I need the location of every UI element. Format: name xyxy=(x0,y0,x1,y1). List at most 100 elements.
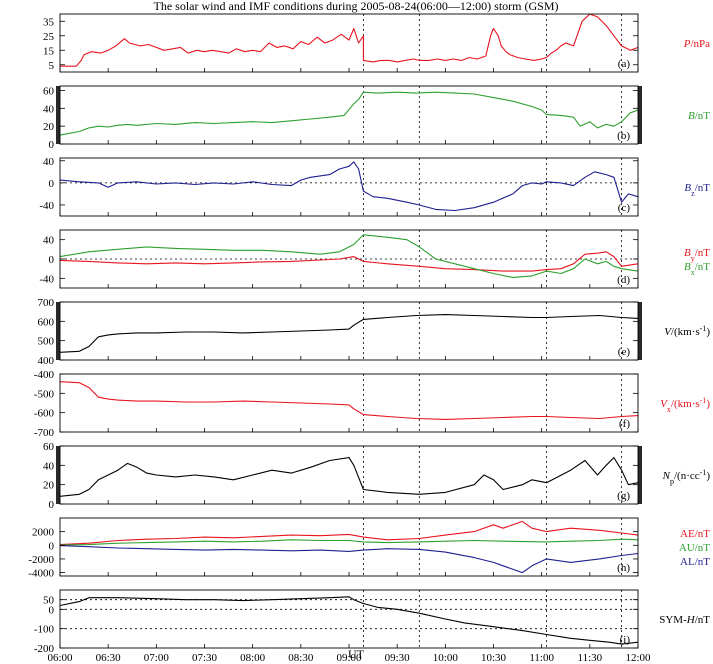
panel-label-0: Bz/nT xyxy=(684,182,710,198)
y-tick-label: 40 xyxy=(43,235,55,247)
panel-letter: (b) xyxy=(617,130,630,142)
y-tick-label: 400 xyxy=(38,355,55,367)
panel-letter: (f) xyxy=(619,418,630,430)
side-bar-left xyxy=(56,302,60,360)
panel-letter: (c) xyxy=(618,202,631,214)
panel-e: 400 500 600 700 (e) V/(km·s-1) xyxy=(38,297,711,367)
panel-letter: (i) xyxy=(620,634,631,646)
panel-letter: (d) xyxy=(617,274,630,286)
panel-label-1: AU/nT xyxy=(679,542,710,554)
x-tick-label: 11:30 xyxy=(578,652,603,664)
series-line-vx xyxy=(59,381,639,420)
series-line-b xyxy=(59,91,639,136)
side-bar-right xyxy=(638,86,642,144)
y-tick-label: 35 xyxy=(43,16,55,28)
y-tick-label: 20 xyxy=(43,480,55,492)
side-bar-right xyxy=(638,446,642,504)
panel-g: 0 20 40 60 (g) Np/(n·cc-1) xyxy=(43,441,710,511)
panel-label-0: V/(km·s-1) xyxy=(664,324,710,339)
panel-letter: (a) xyxy=(618,58,631,70)
panel-label-0: Np/(n·cc-1) xyxy=(662,468,711,486)
series-line-sym-h xyxy=(59,596,639,645)
side-bar-right xyxy=(638,302,642,360)
y-tick-label: -40 xyxy=(39,200,54,212)
x-tick-label: 12:00 xyxy=(625,652,651,664)
y-tick-label: 0 xyxy=(49,254,55,266)
panel-letter: (e) xyxy=(618,346,631,358)
y-tick-label: 2000 xyxy=(32,527,55,539)
y-tick-label: -2000 xyxy=(28,554,54,566)
x-tick-label: 07:30 xyxy=(192,652,218,664)
y-tick-label: 15 xyxy=(43,45,55,57)
panel-frame xyxy=(59,301,639,361)
panel-label-0: P/nPa xyxy=(683,38,710,50)
y-tick-label: 40 xyxy=(43,103,55,115)
y-tick-label: 0 xyxy=(49,604,55,616)
x-tick-label: 09:00 xyxy=(336,652,362,664)
panels: 5152535(a)P/nPa0204060(b)B/nT-40040(c)Bz… xyxy=(28,13,711,655)
side-bar-left xyxy=(56,446,60,504)
y-tick-label: -200 xyxy=(34,643,55,655)
y-tick-label: -40 xyxy=(39,273,54,285)
series-line-ae xyxy=(59,520,639,546)
x-tick-label: 10:30 xyxy=(481,652,507,664)
series-line-p xyxy=(60,13,639,67)
series-line-bz xyxy=(59,161,639,212)
panel-label-0: Vx/(km·s-1) xyxy=(660,396,710,414)
x-axis-label: UT xyxy=(348,647,365,661)
y-tick-label: 0 xyxy=(49,499,55,511)
panel-letter: (g) xyxy=(617,490,630,502)
panel-label-0: B/nT xyxy=(688,110,710,122)
panel-f: -400 -500 -600 -700 (f) Vx/(km·s-1) xyxy=(34,369,711,439)
x-tick-label: 08:00 xyxy=(240,652,266,664)
y-tick-label: 500 xyxy=(38,336,55,348)
panel-c: -40 0 40 (c) Bz/nT xyxy=(39,156,710,217)
y-tick-label: 25 xyxy=(43,31,55,43)
panel-frame xyxy=(59,13,639,73)
x-tick-label: 06:30 xyxy=(96,652,122,664)
y-tick-label: 60 xyxy=(43,85,55,97)
series-line-al xyxy=(59,545,639,574)
y-tick-label: -4000 xyxy=(28,568,54,580)
y-tick-label: 5 xyxy=(49,60,55,72)
side-bar-left xyxy=(56,86,60,144)
panel-frame xyxy=(59,517,639,577)
panel-letter: (h) xyxy=(617,562,630,574)
panel-a: 5 15 25 35 (a) P/nPa xyxy=(43,13,710,73)
panel-frame xyxy=(59,445,639,505)
panel-label-0: AE/nT xyxy=(680,528,710,540)
y-tick-label: 40 xyxy=(43,156,55,168)
figure-title: The solar wind and IMF conditions during… xyxy=(154,0,559,13)
y-tick-label: -600 xyxy=(34,408,55,420)
x-tick-label: 10:00 xyxy=(433,652,459,664)
y-tick-label: 600 xyxy=(38,316,55,328)
y-tick-label: 0 xyxy=(49,178,55,190)
panel-label-0: By/nT xyxy=(684,247,710,263)
panel-label-1: Bx/nT xyxy=(684,261,710,277)
x-tick-label: 08:30 xyxy=(288,652,314,664)
y-tick-label: 50 xyxy=(43,595,55,607)
panel-b: 0 20 40 60 (b) B/nT xyxy=(43,85,710,151)
x-tick-label: 07:00 xyxy=(144,652,170,664)
series-line-np xyxy=(59,457,639,497)
y-tick-label: -100 xyxy=(34,624,55,636)
y-tick-label: 700 xyxy=(38,297,55,309)
y-tick-label: 40 xyxy=(43,460,55,472)
x-tick-label: 11:00 xyxy=(529,652,554,664)
series-line-bx xyxy=(59,234,639,278)
y-tick-label: 20 xyxy=(43,121,55,133)
x-tick-label: 09:30 xyxy=(385,652,411,664)
y-tick-label: 0 xyxy=(49,540,55,552)
x-axis: 06:00 06:30 07:00 07:30 08:00 08:30 09:00 09:30… xyxy=(47,652,651,664)
series-line-v xyxy=(59,314,639,353)
y-tick-label: -700 xyxy=(34,427,55,439)
y-tick-label: -500 xyxy=(34,388,55,400)
panel-label-2: AL/nT xyxy=(680,556,710,568)
y-tick-label: 0 xyxy=(49,139,55,151)
series-line-au xyxy=(59,538,639,546)
y-tick-label: -400 xyxy=(34,369,55,381)
panel-frame xyxy=(59,373,639,433)
